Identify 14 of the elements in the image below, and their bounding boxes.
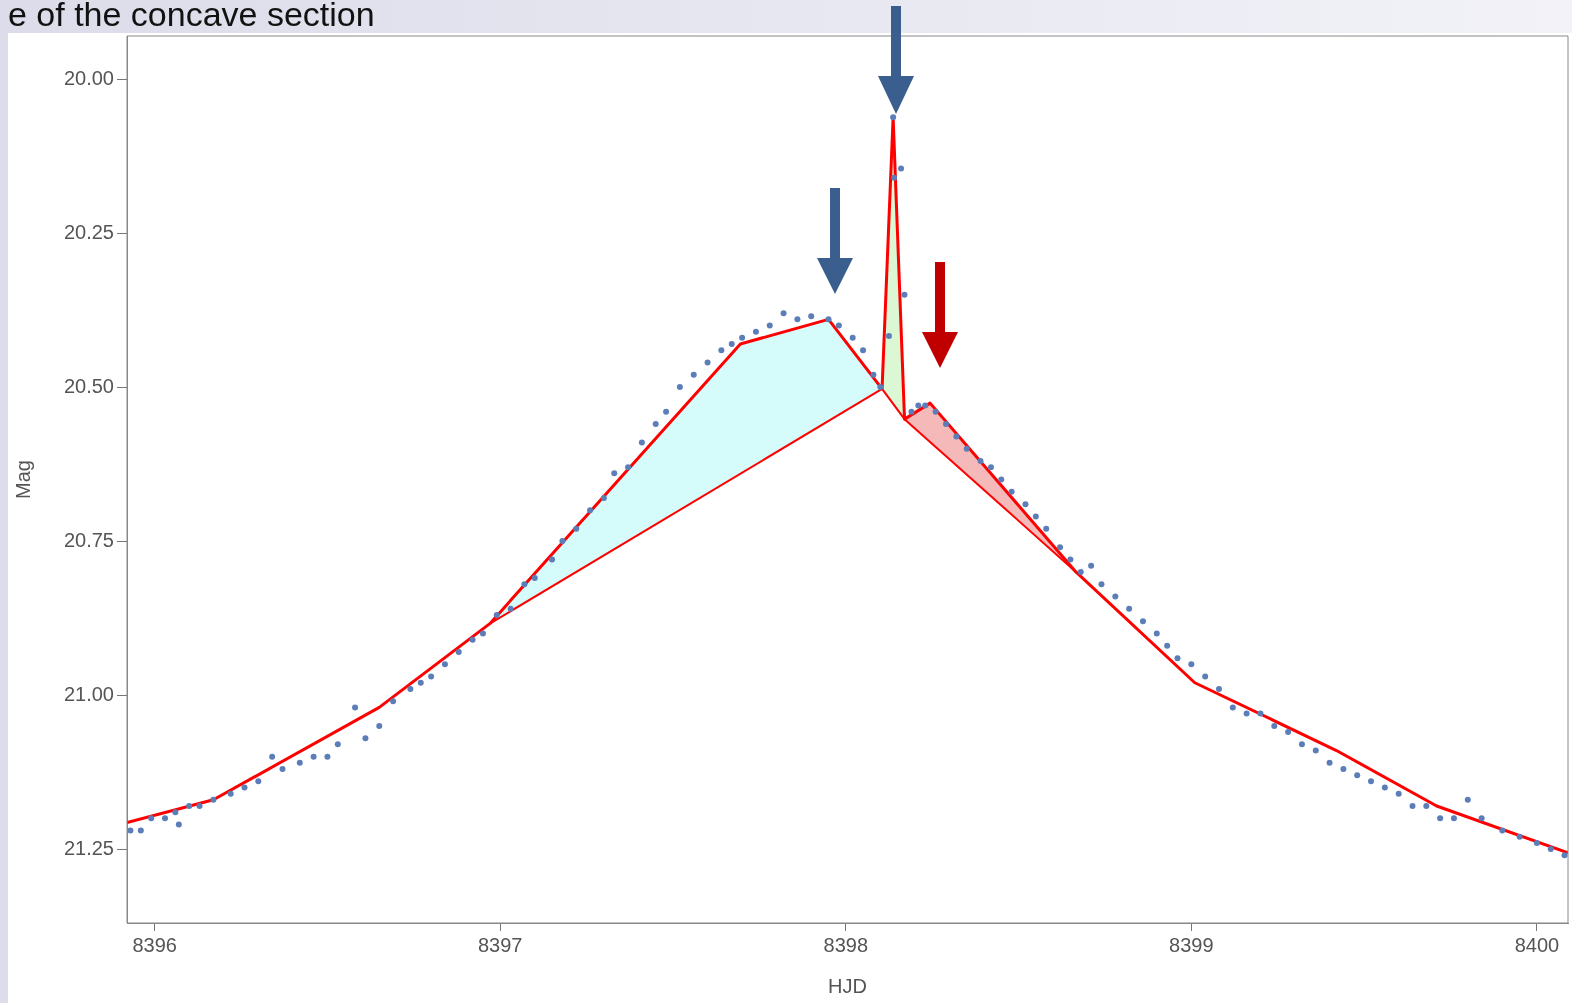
chart-title: e of the concave section [8, 0, 375, 33]
y-tick-label: 20.25 [63, 220, 114, 243]
y-axis-title: Mag [11, 460, 34, 499]
x-tick-label: 8400 [1514, 933, 1560, 956]
y-tick-label: 20.50 [63, 374, 114, 397]
y-tick-label: 21.25 [63, 836, 114, 859]
x-axis-title: HJD [828, 974, 867, 997]
y-tick-label: 21.00 [63, 682, 114, 705]
x-tick-label: 8397 [477, 933, 523, 956]
x-tick-label: 8399 [1169, 933, 1214, 956]
x-tick-label: 8396 [132, 933, 177, 956]
y-tick-label: 20.00 [63, 66, 114, 89]
x-tick-label: 8398 [823, 933, 869, 956]
y-tick-label: 20.75 [63, 528, 114, 551]
